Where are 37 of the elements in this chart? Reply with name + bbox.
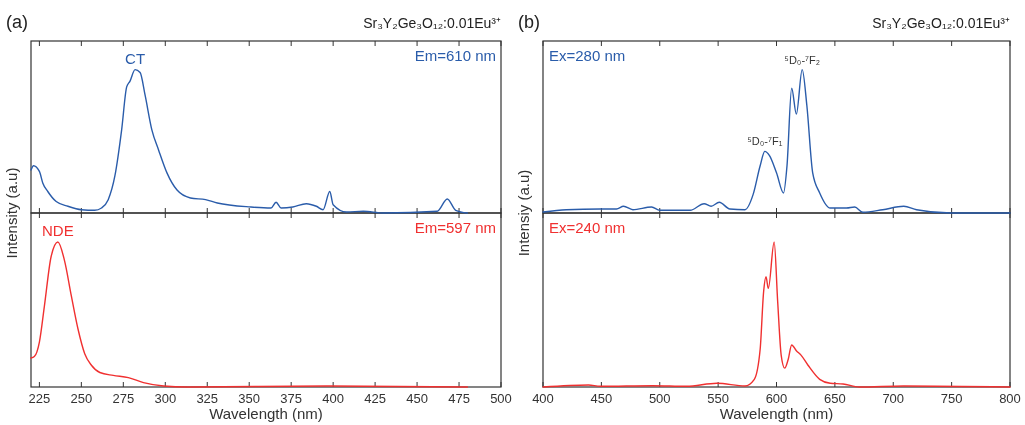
text: Ex=280 nm	[549, 47, 626, 64]
x-tick-label: 800	[999, 391, 1021, 406]
annotation: NDE	[42, 222, 74, 239]
x-tick-label: 225	[28, 391, 51, 406]
x-tick-label: 450	[590, 391, 613, 406]
x-tick-label: 375	[280, 391, 303, 406]
x-tick-label: 350	[238, 391, 261, 406]
x-axis-title: Wavelength (nm)	[719, 405, 834, 422]
chart-title: (b)	[518, 12, 540, 32]
x-tick-label: 275	[112, 391, 135, 406]
text: Em=597 nm	[414, 219, 496, 236]
y-axis-title: Intensiy (a.u)	[515, 169, 532, 257]
x-tick-label: 325	[196, 391, 219, 406]
x-tick-label: 425	[364, 391, 386, 406]
x-tick-label: 500	[490, 391, 512, 406]
y-axis-title: Intensity (a.u)	[3, 167, 20, 259]
x-tick-label: 600	[765, 391, 788, 406]
chart-title: (a)	[6, 12, 28, 32]
annotation: ⁵D₀-⁷F₂	[784, 53, 821, 66]
annotation: CT	[125, 49, 146, 67]
chart-subtitle: Sr₃Y₂Ge₃O₁₂:0.01Eu³⁺	[872, 15, 1010, 31]
x-tick-label: 650	[824, 391, 846, 406]
text: Em=610 nm	[414, 47, 496, 64]
x-tick-label: 475	[448, 391, 470, 406]
x-tick-label: 400	[532, 391, 554, 406]
x-tick-label: 300	[154, 391, 177, 406]
x-tick-label: 700	[882, 391, 905, 406]
chart-subtitle: Sr₃Y₂Ge₃O₁₂:0.01Eu³⁺	[363, 15, 501, 31]
x-tick-label: 500	[648, 391, 671, 406]
annotation: ⁵D₀-⁷F₁	[747, 135, 783, 148]
x-axis-title: Wavelength (nm)	[209, 405, 323, 422]
x-tick-label: 550	[707, 391, 729, 406]
x-tick-label: 250	[70, 391, 93, 406]
x-tick-label: 750	[940, 391, 963, 406]
text: Ex=240 nm	[549, 219, 626, 236]
x-tick-label: 400	[322, 391, 344, 406]
x-tick-label: 450	[406, 391, 428, 406]
